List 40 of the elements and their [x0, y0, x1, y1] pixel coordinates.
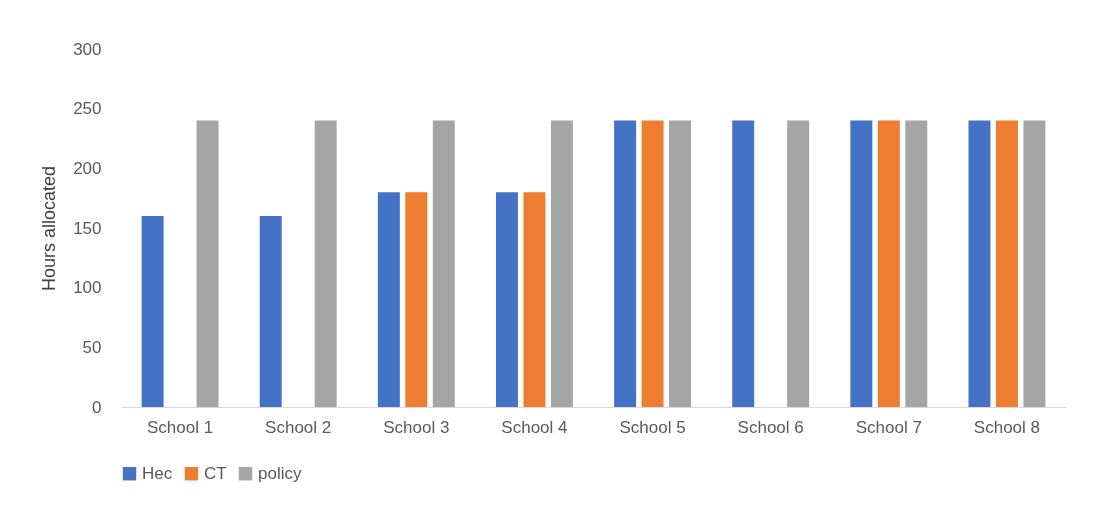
- bar: [377, 192, 400, 407]
- x-tick-label: School 3: [383, 417, 450, 437]
- y-tick-label: 200: [73, 158, 102, 178]
- y-tick-label: 150: [73, 218, 102, 238]
- legend-label: CT: [204, 463, 227, 483]
- x-tick-label: School 8: [973, 417, 1041, 437]
- bar: [550, 120, 573, 407]
- bar: [641, 120, 664, 407]
- y-tick-label: 250: [73, 99, 102, 119]
- bar: [614, 120, 637, 407]
- x-tick-label: School 1: [146, 417, 214, 437]
- bar: [259, 216, 282, 407]
- x-tick-label: School 7: [855, 417, 922, 437]
- bar: [905, 120, 928, 407]
- bar: [523, 192, 546, 407]
- x-tick-label: School 2: [265, 417, 332, 437]
- bar: [787, 120, 810, 407]
- bar: [314, 120, 337, 407]
- legend-label: Hec: [142, 463, 173, 483]
- bar: [432, 120, 455, 407]
- bar: [1023, 120, 1046, 407]
- bar: [141, 216, 164, 407]
- y-tick-label: 300: [73, 39, 102, 59]
- bar: [732, 120, 755, 407]
- bar: [995, 120, 1018, 407]
- bar: [495, 192, 518, 407]
- y-tick-label: 100: [73, 278, 102, 298]
- x-tick-label: School 6: [737, 417, 804, 437]
- x-tick-label: School 4: [501, 417, 568, 437]
- x-tick-label: School 5: [619, 417, 686, 437]
- y-tick-label: 0: [92, 397, 102, 417]
- y-axis-title: Hours allocated: [39, 165, 60, 292]
- bar: [968, 120, 991, 407]
- y-tick-label: 50: [82, 337, 102, 357]
- bar: [196, 120, 219, 407]
- bar: [405, 192, 428, 407]
- bar: [850, 120, 873, 407]
- bar: [877, 120, 900, 407]
- legend-label: policy: [258, 463, 302, 483]
- bar: [669, 120, 692, 407]
